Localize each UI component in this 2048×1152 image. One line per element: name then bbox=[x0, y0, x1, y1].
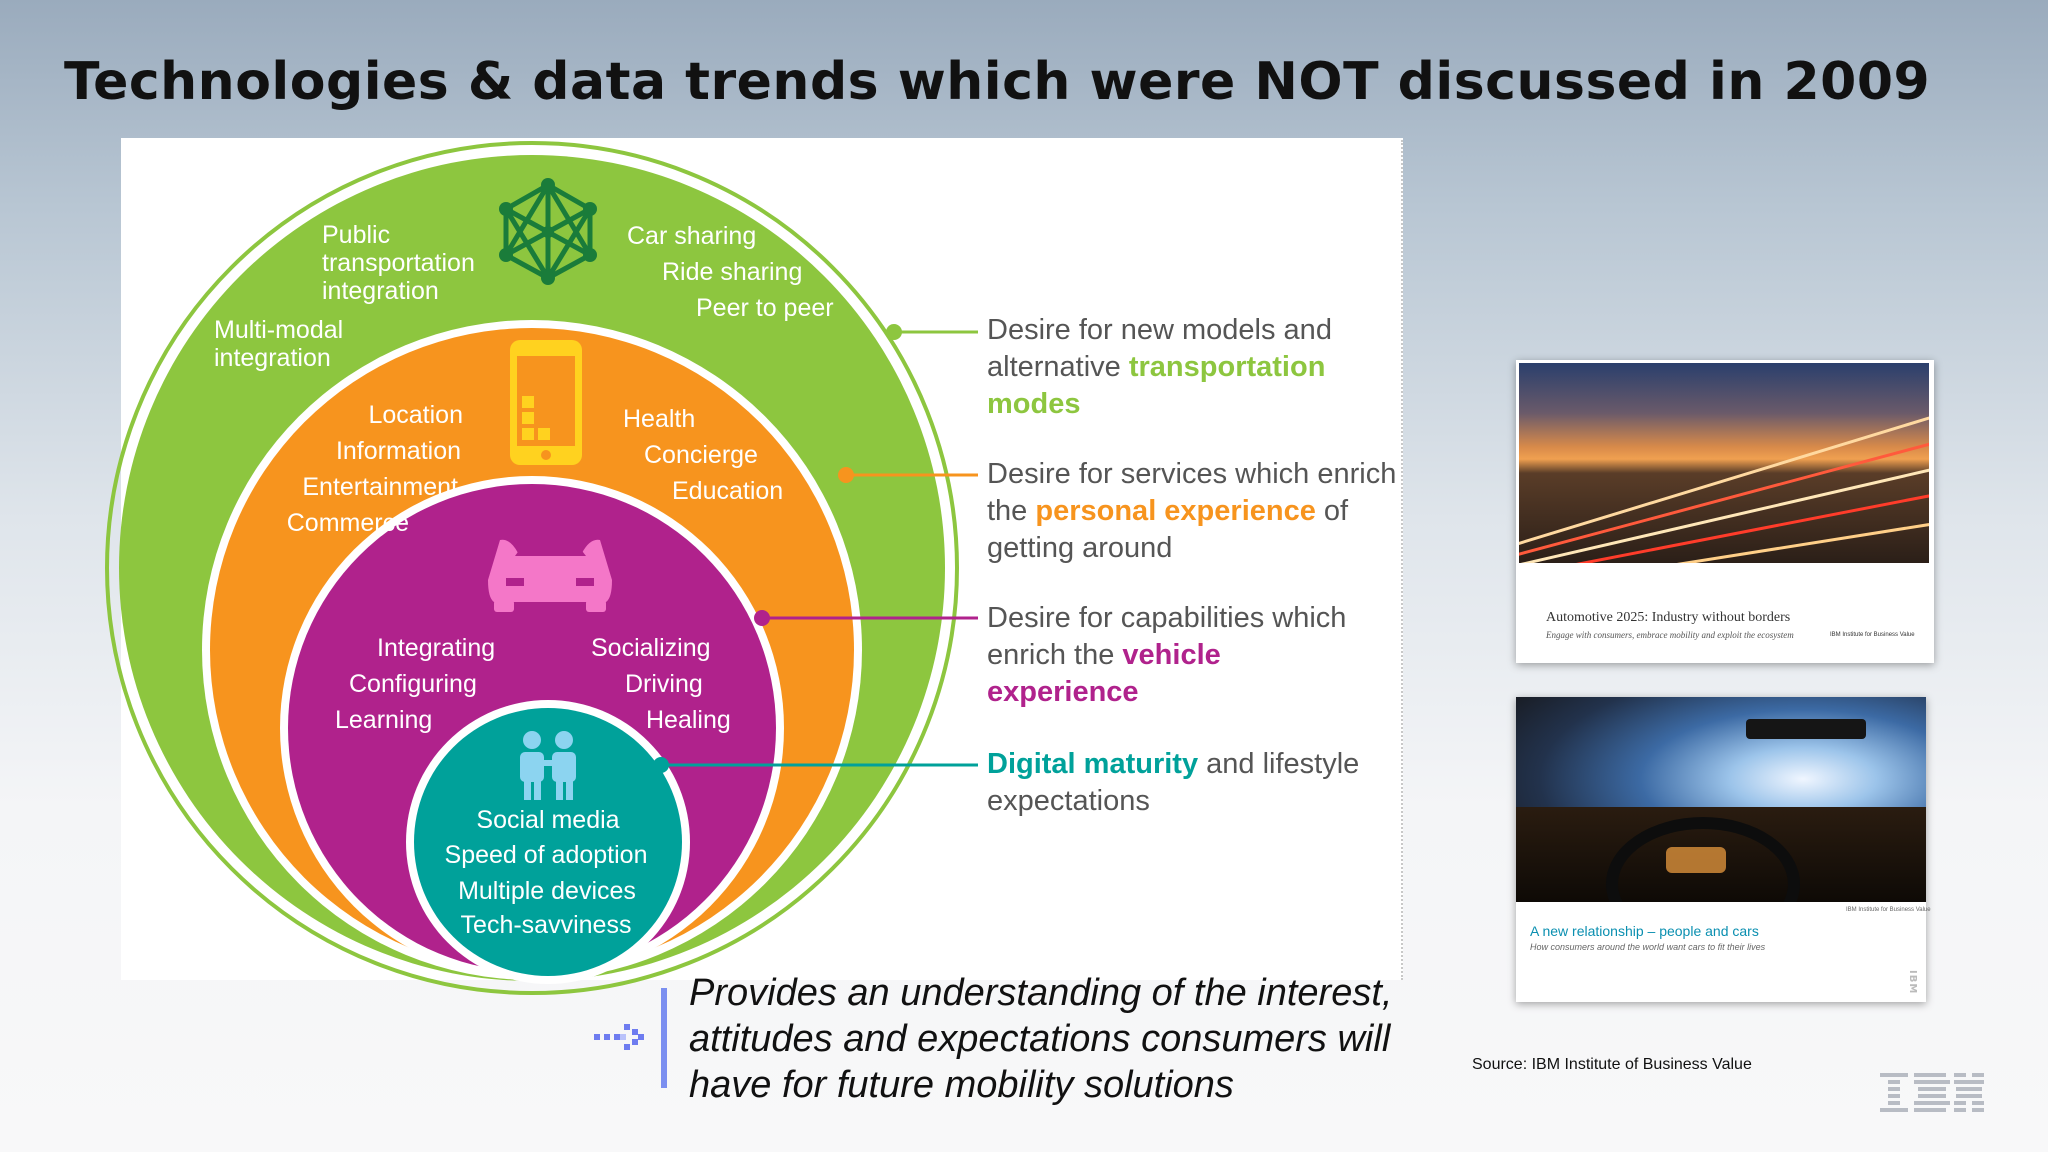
cover-logo: IBM bbox=[1907, 969, 1918, 994]
ring-label: Concierge bbox=[644, 441, 758, 469]
ring-label: Socializing bbox=[591, 634, 711, 662]
ring-label: Entertainment bbox=[302, 473, 458, 501]
ring-label: Driving bbox=[625, 670, 703, 698]
cover-subtitle: How consumers around the world want cars… bbox=[1530, 942, 1766, 952]
ring-label: Speed of adoption bbox=[445, 841, 648, 869]
ring-label: Education bbox=[672, 477, 783, 505]
ring-label: Healing bbox=[646, 706, 731, 734]
callout-digital: Digital maturity and lifestyle expectati… bbox=[987, 748, 1360, 817]
callout-personal: Desire for services which enrich the per… bbox=[987, 458, 1397, 564]
cover-tag: IBM Institute for Business Value bbox=[1830, 632, 1915, 638]
smartphone-icon bbox=[510, 340, 582, 465]
summary-quote: Provides an understanding of the interes… bbox=[689, 972, 1393, 1106]
network-icon bbox=[503, 182, 593, 281]
ring-label: Peer to peer bbox=[696, 294, 834, 322]
panel-divider bbox=[1401, 140, 1403, 980]
callout-transportation: Desire for new models and alternative tr… bbox=[987, 314, 1332, 420]
ring-label: Integrating bbox=[377, 634, 495, 662]
source-note: Source: IBM Institute of Business Value bbox=[1472, 1056, 1752, 1073]
ring-label: Ride sharing bbox=[662, 258, 802, 286]
ring-label: Commerce bbox=[287, 509, 409, 537]
cover-title: A new relationship – people and cars bbox=[1530, 923, 1759, 939]
teal-core bbox=[414, 708, 682, 976]
ring-label: Location bbox=[368, 401, 463, 429]
ring-label: Multiple devices bbox=[458, 877, 636, 905]
ring-label: integration bbox=[214, 344, 331, 372]
quote-bar bbox=[661, 988, 667, 1088]
cover-tag: IBM Institute for Business Value bbox=[1846, 907, 1931, 913]
page-title: Technologies & data trends which were NO… bbox=[64, 52, 1931, 112]
ring-label: Learning bbox=[335, 706, 432, 734]
ring-label: Health bbox=[623, 405, 695, 433]
callout-vehicle: Desire for capabilities which enrich the… bbox=[987, 602, 1347, 708]
ring-label: Car sharing bbox=[627, 222, 756, 250]
ring-label: Tech-savviness bbox=[461, 911, 632, 939]
ring-label: Social media bbox=[476, 806, 619, 834]
car-icon bbox=[488, 538, 612, 612]
ring-label: Configuring bbox=[349, 670, 477, 698]
ring-label: Information bbox=[336, 437, 461, 465]
report-cover-automotive-2025[interactable]: Automotive 2025: Industry without border… bbox=[1516, 360, 1934, 663]
cover-title: Automotive 2025: Industry without border… bbox=[1546, 610, 1791, 625]
ring-label: integration bbox=[322, 277, 439, 305]
ring-label: transportation bbox=[322, 249, 475, 277]
car-interior-photo bbox=[1516, 697, 1926, 902]
leader-lines bbox=[653, 324, 978, 773]
people-icon bbox=[520, 731, 576, 800]
arrow-icon bbox=[594, 1024, 644, 1050]
ring-label: Public bbox=[322, 221, 390, 249]
ring-label: Multi-modal bbox=[214, 316, 343, 344]
outer-ring-outline bbox=[105, 141, 959, 995]
report-cover-new-relationship[interactable]: IBM Institute for Business Value A new r… bbox=[1516, 697, 1931, 1002]
ibm-logo bbox=[1880, 1073, 1984, 1112]
highway-photo bbox=[1519, 363, 1929, 563]
cover-subtitle: Engage with consumers, embrace mobility … bbox=[1546, 630, 1794, 640]
